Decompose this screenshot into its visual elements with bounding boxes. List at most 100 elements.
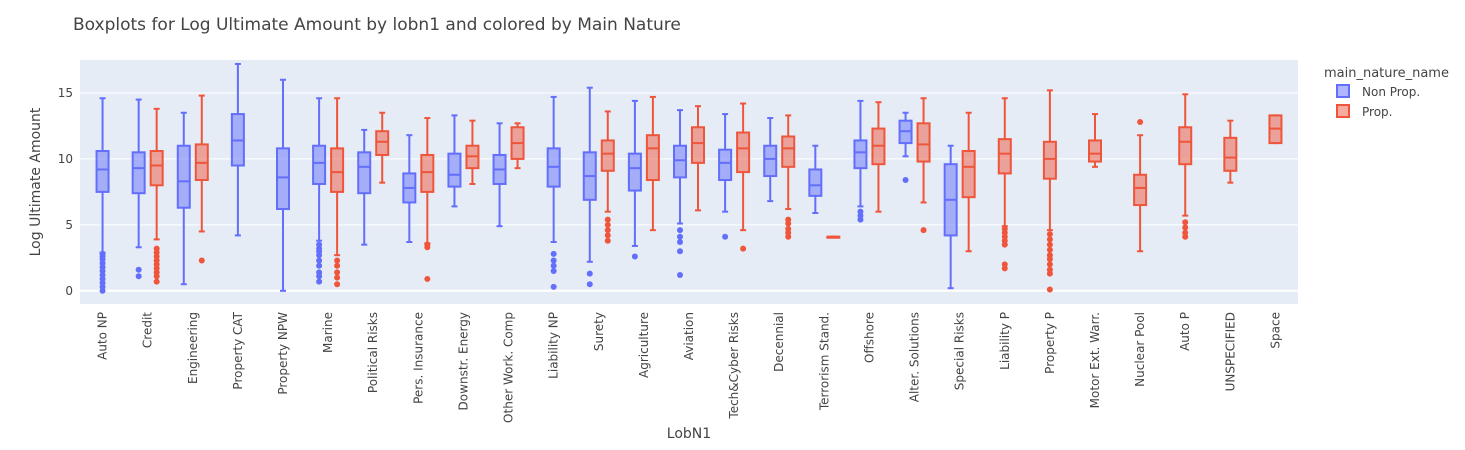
box-iqr	[673, 144, 687, 179]
box-prop-space[interactable]	[1268, 114, 1283, 145]
outlier-point	[424, 275, 431, 282]
box-prop-political-risks[interactable]	[375, 111, 390, 184]
outlier-point	[586, 270, 593, 277]
outlier-point	[1182, 219, 1189, 226]
box-non-prop-other-work-comp[interactable]	[492, 122, 507, 228]
box-non-prop-marine[interactable]	[312, 97, 327, 285]
box-non-prop-decennial[interactable]	[763, 117, 778, 203]
x-tick-label-credit: Credit	[141, 312, 155, 348]
outlier-point	[1046, 286, 1053, 293]
y-tick-label: 15	[58, 86, 73, 100]
box-non-prop-credit[interactable]	[131, 98, 146, 280]
box-iqr	[312, 144, 327, 185]
legend-label-prop: Prop.	[1362, 105, 1392, 119]
box-non-prop-political-risks[interactable]	[357, 128, 372, 246]
box-iqr	[691, 126, 705, 164]
box-non-prop-offshore[interactable]	[853, 99, 868, 223]
box-iqr	[1042, 140, 1057, 180]
box-prop-nuclear-pool[interactable]	[1133, 118, 1148, 253]
box-prop-decennial[interactable]	[781, 114, 796, 240]
box-non-prop-alter-solutions[interactable]	[898, 111, 913, 184]
outlier-point	[550, 283, 557, 290]
outlier-point	[153, 278, 160, 285]
outlier-point	[1046, 241, 1053, 248]
outlier-point	[1182, 229, 1189, 236]
box-prop-property-p[interactable]	[1042, 89, 1057, 293]
box-non-prop-special-risks[interactable]	[943, 144, 958, 290]
box-non-prop-tech-cyber-risks[interactable]	[718, 113, 733, 240]
outlier-point	[604, 216, 611, 223]
box-non-prop-property-cat[interactable]	[230, 62, 245, 237]
legend-item-prop[interactable]: Prop.	[1336, 104, 1392, 119]
box-prop-motor-ext-warr[interactable]	[1088, 113, 1102, 168]
box-iqr	[330, 147, 345, 193]
x-tick-label-space: Space	[1268, 312, 1282, 349]
y-tick-label: 10	[58, 152, 73, 166]
outlier-point	[334, 281, 341, 288]
x-tick-label-surety: Surety	[592, 312, 606, 351]
box-non-prop-aviation[interactable]	[673, 109, 687, 278]
box-prop-other-work-comp[interactable]	[510, 122, 525, 170]
outlier-point	[631, 253, 638, 260]
box-iqr	[1223, 136, 1238, 172]
box-non-prop-terrorism-stand[interactable]	[808, 144, 823, 214]
x-tick-label-nuclear-pool: Nuclear Pool	[1133, 312, 1147, 387]
x-tick-label-terrorism-stand: Terrorism Stand.	[817, 312, 831, 411]
outlier-point	[740, 245, 747, 252]
outlier-point	[604, 237, 611, 244]
outlier-point	[334, 262, 341, 269]
outlier-point	[424, 241, 431, 248]
x-tick-label-political-risks: Political Risks	[366, 312, 380, 393]
box-prop-terrorism-stand[interactable]	[826, 235, 841, 239]
legend-swatch-prop	[1336, 104, 1350, 118]
x-tick-label-special-risks: Special Risks	[953, 312, 967, 390]
legend-item-non-prop[interactable]: Non Prop.	[1336, 84, 1420, 99]
outlier-point	[334, 269, 341, 276]
box-prop-downstr-energy[interactable]	[465, 119, 480, 185]
box-prop-liability-p[interactable]	[997, 97, 1012, 272]
box-prop-aviation[interactable]	[691, 105, 705, 212]
box-non-prop-surety[interactable]	[582, 86, 597, 288]
box-iqr	[853, 139, 868, 170]
box-prop-alter-solutions[interactable]	[916, 97, 931, 234]
box-non-prop-engineering[interactable]	[176, 111, 191, 286]
box-iqr	[997, 138, 1012, 175]
outlier-point	[677, 271, 683, 278]
x-tick-label-engineering: Engineering	[186, 312, 200, 384]
outlier-point	[677, 248, 683, 255]
box-iqr	[916, 122, 931, 163]
box-non-prop-auto-np[interactable]	[95, 97, 110, 294]
x-tick-label-liability-p: Liability P	[998, 312, 1012, 370]
box-prop-marine[interactable]	[330, 97, 345, 288]
series-prop	[149, 89, 1283, 293]
outlier-point	[316, 262, 323, 269]
box-prop-offshore[interactable]	[871, 101, 886, 213]
box-non-prop-downstr-energy[interactable]	[447, 114, 462, 208]
box-prop-pers-insurance[interactable]	[420, 117, 435, 282]
box-prop-auto-p[interactable]	[1178, 93, 1193, 240]
outlier-point	[1046, 261, 1053, 268]
box-prop-unspecified[interactable]	[1223, 119, 1238, 184]
outlier-point	[722, 233, 729, 240]
box-prop-special-risks[interactable]	[961, 111, 976, 253]
outlier-point	[677, 239, 683, 246]
box-non-prop-liability-np[interactable]	[546, 95, 561, 290]
box-prop-credit[interactable]	[149, 107, 164, 285]
outlier-point	[316, 278, 323, 285]
x-tick-label-alter-solutions: Alter. Solutions	[908, 312, 922, 402]
box-prop-agriculture[interactable]	[645, 95, 660, 232]
box-prop-engineering[interactable]	[194, 94, 209, 264]
box-iqr	[447, 152, 462, 188]
box-non-prop-property-npw[interactable]	[276, 78, 290, 292]
outlier-point	[99, 250, 106, 257]
box-prop-tech-cyber-risks[interactable]	[736, 102, 751, 252]
legend[interactable]: main_nature_name Non Prop. Prop.	[1324, 66, 1449, 119]
x-tick-label-unspecified: UNSPECIFIED	[1223, 312, 1237, 391]
box-iqr	[95, 150, 110, 193]
box-iqr	[781, 135, 796, 168]
plot-area	[80, 60, 1298, 304]
box-non-prop-pers-insurance[interactable]	[402, 134, 417, 244]
box-iqr	[131, 151, 146, 195]
box-non-prop-agriculture[interactable]	[627, 99, 642, 260]
box-prop-surety[interactable]	[600, 110, 615, 244]
